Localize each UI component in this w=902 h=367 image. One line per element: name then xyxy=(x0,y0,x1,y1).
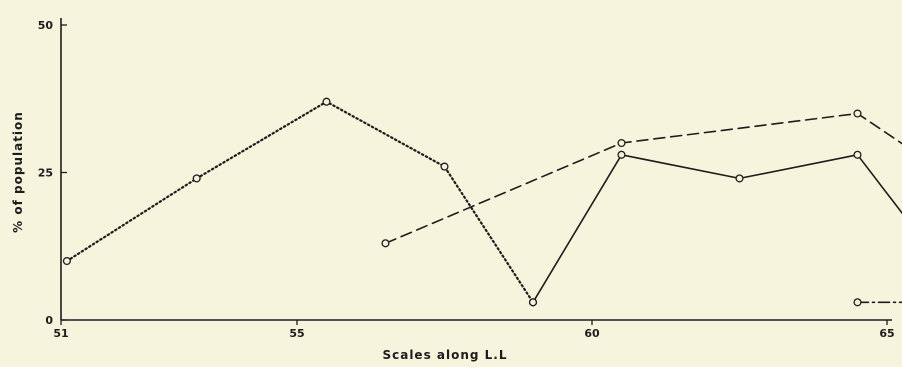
x-tick-label: 51 xyxy=(53,327,68,340)
data-point xyxy=(853,109,862,118)
data-point xyxy=(617,150,626,159)
data-point xyxy=(381,239,390,248)
y-axis-title: % of population xyxy=(11,111,25,233)
series-line-dotted xyxy=(65,100,535,304)
axes xyxy=(60,18,892,321)
data-point xyxy=(617,138,626,148)
x-tick-label: 65 xyxy=(879,327,894,340)
x-tick-label: 60 xyxy=(584,327,600,340)
y-tick-label: 25 xyxy=(38,167,53,180)
data-point xyxy=(735,174,744,183)
data-point xyxy=(322,97,331,106)
data-point xyxy=(853,150,862,159)
x-tick-label: 55 xyxy=(289,327,304,340)
data-point xyxy=(853,298,862,307)
y-tick-label: 50 xyxy=(38,19,54,32)
ticks: 51556065707502550 xyxy=(38,19,895,340)
series-line-dashed xyxy=(384,112,902,245)
series-lines xyxy=(65,100,902,304)
data-point xyxy=(528,298,538,307)
data-point xyxy=(440,162,449,171)
series-points xyxy=(62,97,862,307)
y-tick-label: 0 xyxy=(45,314,53,327)
series-line-solid xyxy=(532,154,902,304)
data-point xyxy=(62,256,71,266)
data-point xyxy=(192,174,201,183)
x-axis-title: Scales along L.L xyxy=(382,348,507,362)
